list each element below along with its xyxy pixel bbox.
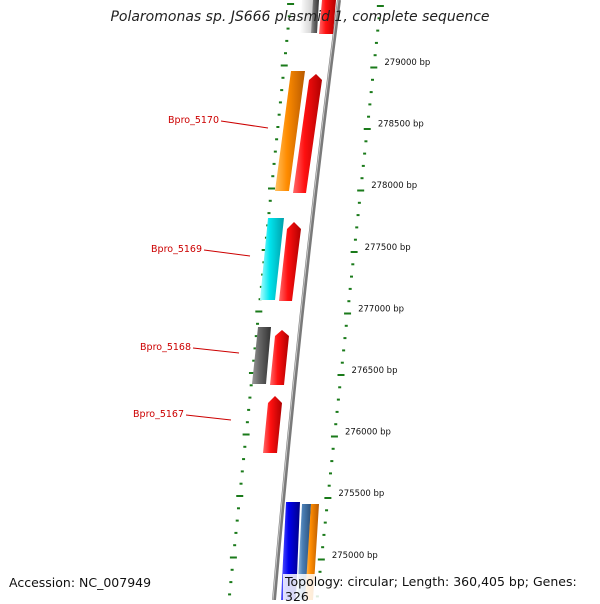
scale-tick-label: 275500 bp [338, 489, 384, 499]
gene-label-5170: Bpro_5170 [168, 115, 219, 126]
gene-top-red [319, 0, 336, 34]
gene-red-5170 [293, 74, 322, 193]
scale-tick-label: 277000 bp [358, 304, 404, 314]
scale-tick-label: 276000 bp [345, 428, 391, 438]
gene-label-5167: Bpro_5167 [133, 409, 184, 420]
label-line-5169 [203, 249, 251, 257]
scale-tick-label: 275000 bp [332, 551, 378, 561]
label-line-5168 [192, 347, 240, 354]
scale-tick-label: 276500 bp [352, 366, 398, 376]
gene-top-gray [311, 0, 319, 33]
gene-label-5169: Bpro_5169 [151, 244, 202, 255]
label-line-5170 [220, 120, 269, 129]
scale-labels: 279000 bp 278500 bp 278000 bp 277500 bp 2770… [332, 58, 431, 561]
scale-ring-inner [315, 5, 384, 598]
scale-tick-label: 277500 bp [365, 243, 411, 253]
summary-text: Topology: circular; Length: 360,405 bp; … [283, 574, 600, 604]
backbone-line [272, 0, 341, 600]
scale-tick-label: 278000 bp [371, 181, 417, 191]
gene-red-5169 [279, 222, 301, 301]
scale-tick-label: 278500 bp [378, 120, 424, 130]
gene-cyan-5169 [260, 218, 284, 300]
scale-tick-label: 279000 bp [384, 58, 430, 68]
accession-text: Accession: NC_007949 [9, 575, 152, 590]
backbone-highlight [272, 0, 339, 600]
gene-gray-5168 [252, 327, 271, 384]
gene-orange-5170 [275, 71, 305, 191]
label-line-5167 [185, 414, 232, 421]
gene-red-5167 [263, 396, 282, 453]
gene-red-5168 [270, 330, 289, 385]
gene-label-5168: Bpro_5168 [140, 342, 191, 353]
map-title: Polaromonas sp. JS666 plasmid 1, complet… [110, 9, 490, 25]
